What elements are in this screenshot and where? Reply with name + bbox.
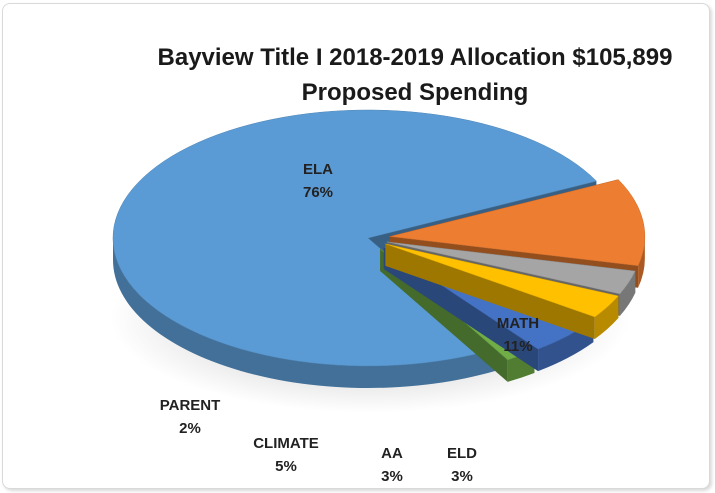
data-label-ela-value: 76% (303, 184, 333, 201)
data-label-aa-value: 3% (381, 468, 403, 485)
slice-aa-side (594, 295, 619, 339)
chart-subtitle: Proposed Spending (301, 79, 529, 106)
data-label-eld-name: ELD (447, 445, 477, 462)
slice-eld-side (619, 271, 636, 316)
slice-math[interactable] (389, 179, 646, 266)
slice-eld[interactable] (386, 241, 636, 295)
chart-title: Bayview Title I 2018-2019 Allocation $10… (157, 44, 673, 71)
data-label-parent-name: PARENT (160, 397, 221, 414)
data-label-aa-name: AA (381, 445, 403, 462)
data-label-math-value: 11% (503, 338, 532, 355)
data-label-parent-value: 2% (179, 420, 201, 437)
data-label-ela-name: ELA (303, 161, 333, 178)
slice-ela[interactable] (112, 109, 597, 367)
slice-math-side (638, 236, 645, 288)
slice-aa-wall-end (385, 243, 595, 339)
data-label-eld-value: 3% (451, 468, 473, 485)
slice-aa[interactable] (385, 243, 619, 318)
slice-ela-side (113, 238, 496, 388)
data-label-climate-value: 5% (275, 458, 297, 475)
data-label-math-name: MATH (497, 315, 539, 332)
data-label-climate-name: CLIMATE (253, 435, 319, 452)
